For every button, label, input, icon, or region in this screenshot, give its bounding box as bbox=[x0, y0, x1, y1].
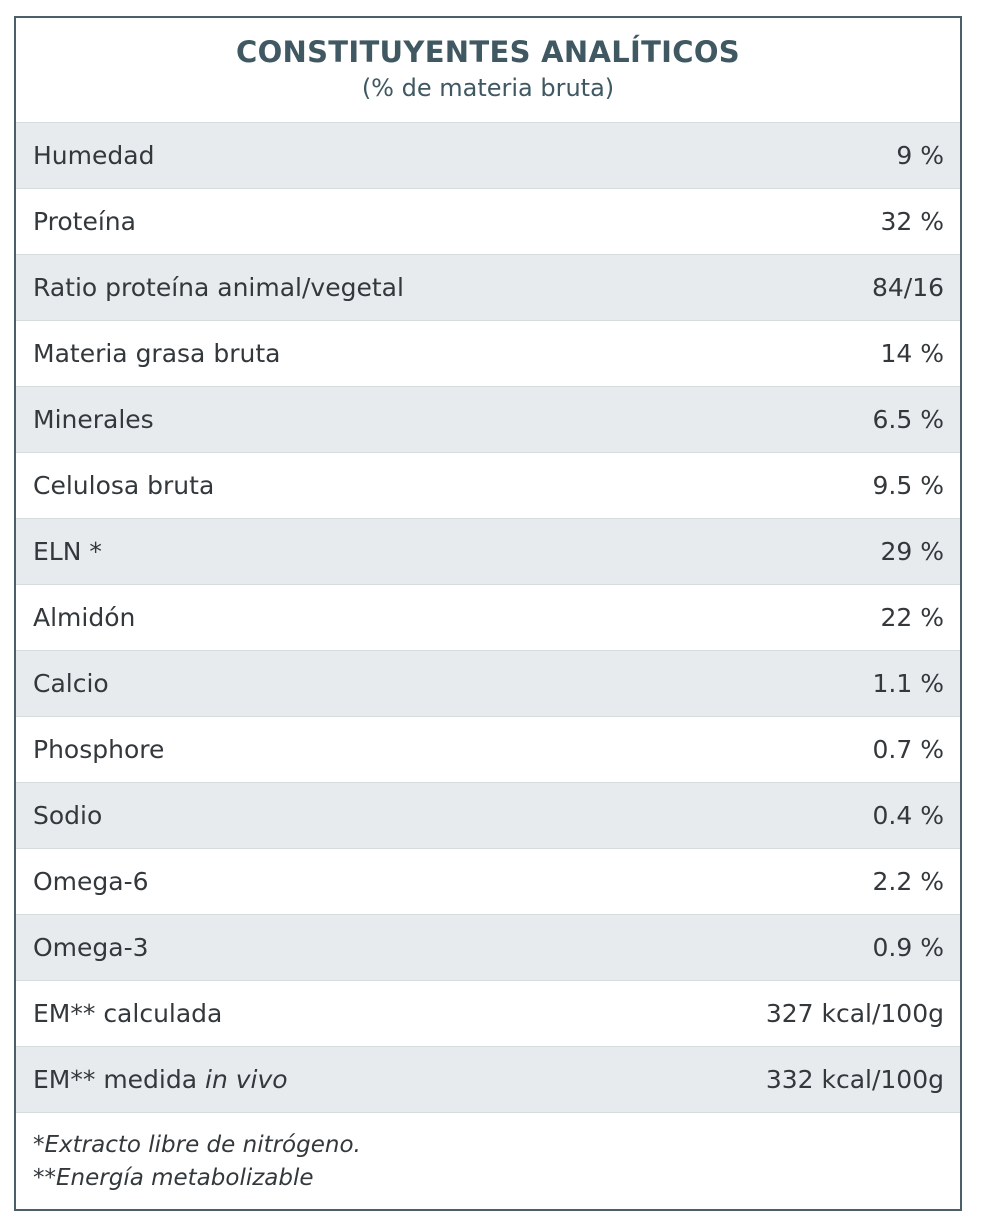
table-row: Almidón 22 % bbox=[16, 585, 960, 651]
row-label-prefix: EM** medida bbox=[33, 1065, 205, 1094]
row-label: Phosphore bbox=[33, 735, 165, 764]
table-header: CONSTITUYENTES ANALÍTICOS (% de materia … bbox=[16, 18, 960, 123]
footnotes: *Extracto libre de nitrógeno. **Energía … bbox=[16, 1113, 960, 1195]
row-label: Omega-6 bbox=[33, 867, 149, 896]
table-row: Sodio 0.4 % bbox=[16, 783, 960, 849]
row-label: EM** calculada bbox=[33, 999, 223, 1028]
row-value: 9 % bbox=[896, 141, 944, 170]
row-label: Ratio proteína animal/vegetal bbox=[33, 273, 404, 302]
table-row: Ratio proteína animal/vegetal 84/16 bbox=[16, 255, 960, 321]
row-label: Calcio bbox=[33, 669, 109, 698]
table-row: Phosphore 0.7 % bbox=[16, 717, 960, 783]
table-row: EM** medida in vivo 332 kcal/100g bbox=[16, 1047, 960, 1113]
table-row: Proteína 32 % bbox=[16, 189, 960, 255]
row-value: 6.5 % bbox=[872, 405, 944, 434]
row-label: Materia grasa bruta bbox=[33, 339, 281, 368]
table-title: CONSTITUYENTES ANALÍTICOS bbox=[236, 35, 740, 69]
table-row: Materia grasa bruta 14 % bbox=[16, 321, 960, 387]
row-value: 332 kcal/100g bbox=[765, 1065, 944, 1094]
table-row: ELN * 29 % bbox=[16, 519, 960, 585]
row-label: Almidón bbox=[33, 603, 136, 632]
row-value: 327 kcal/100g bbox=[765, 999, 944, 1028]
row-label: Humedad bbox=[33, 141, 155, 170]
row-value: 14 % bbox=[880, 339, 944, 368]
row-value: 0.9 % bbox=[872, 933, 944, 962]
row-value: 32 % bbox=[880, 207, 944, 236]
table-row: EM** calculada 327 kcal/100g bbox=[16, 981, 960, 1047]
row-label: Omega-3 bbox=[33, 933, 149, 962]
table-row: Humedad 9 % bbox=[16, 123, 960, 189]
row-value: 1.1 % bbox=[872, 669, 944, 698]
row-value: 84/16 bbox=[871, 273, 944, 302]
row-value: 0.7 % bbox=[872, 735, 944, 764]
row-label-italic: in vivo bbox=[205, 1065, 288, 1094]
row-label: ELN * bbox=[33, 537, 102, 566]
row-label: Minerales bbox=[33, 405, 154, 434]
row-value: 22 % bbox=[880, 603, 944, 632]
table-row: Minerales 6.5 % bbox=[16, 387, 960, 453]
row-value: 9.5 % bbox=[872, 471, 944, 500]
constituents-table: Humedad 9 % Proteína 32 % Ratio proteína… bbox=[16, 123, 960, 1113]
row-value: 29 % bbox=[880, 537, 944, 566]
row-label: Proteína bbox=[33, 207, 136, 236]
footnote-eln: *Extracto libre de nitrógeno. bbox=[33, 1132, 361, 1158]
row-value: 2.2 % bbox=[872, 867, 944, 896]
table-row: Omega-6 2.2 % bbox=[16, 849, 960, 915]
row-label: EM** medida in vivo bbox=[33, 1065, 288, 1094]
analytical-constituents-panel: CONSTITUYENTES ANALÍTICOS (% de materia … bbox=[14, 16, 962, 1211]
table-subtitle: (% de materia bruta) bbox=[361, 74, 615, 102]
row-label: Sodio bbox=[33, 801, 103, 830]
row-label: Celulosa bruta bbox=[33, 471, 215, 500]
table-row: Omega-3 0.9 % bbox=[16, 915, 960, 981]
table-row: Calcio 1.1 % bbox=[16, 651, 960, 717]
footnote-em: **Energía metabolizable bbox=[33, 1165, 314, 1191]
row-value: 0.4 % bbox=[872, 801, 944, 830]
table-row: Celulosa bruta 9.5 % bbox=[16, 453, 960, 519]
